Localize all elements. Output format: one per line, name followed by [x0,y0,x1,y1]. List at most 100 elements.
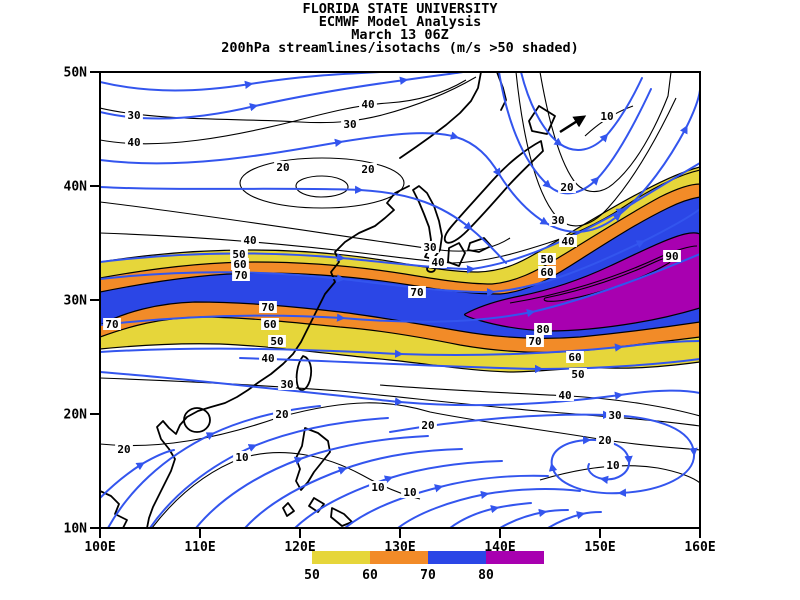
legend-value-label: 60 [362,568,378,583]
contour-label: 10 [403,486,416,499]
contour-label: 50 [571,368,584,381]
contour-label: 30 [423,241,436,254]
contour-label: 20 [275,408,288,421]
contour-label: 60 [233,258,246,271]
contour-label: 20 [421,419,434,432]
contour-label: 20 [117,443,130,456]
isotach-shading [100,166,700,373]
lat-tick-label: 40N [64,180,88,195]
contour-label: 70 [105,318,118,331]
contour-label: 60 [540,266,553,279]
title-line-1: FLORIDA STATE UNIVERSITY [302,1,498,17]
lat-tick-label: 20N [64,408,88,423]
contour-label-box [259,352,277,364]
contour-label: 70 [410,286,423,299]
latitude-axis: 50N 40N 30N 20N 10N [64,66,100,537]
legend-swatch [428,551,486,564]
legend-value-label: 70 [420,568,436,583]
lon-tick-label: 100E [84,540,115,555]
contour-label: 10 [371,481,384,494]
streamline [100,449,175,499]
lon-tick-label: 150E [584,540,615,555]
streamline [149,417,389,528]
coastline-honshu [443,140,544,244]
streamline [100,253,700,326]
streamline [397,488,581,528]
contour-label-box [429,256,447,268]
contour-label-box [534,323,552,335]
streamline-gyre [389,410,698,497]
contour-label: 50 [540,253,553,266]
contour-label: 80 [536,323,549,336]
contour-label-box [401,486,419,498]
streamline [294,460,503,528]
contour-label: 40 [243,234,256,247]
contour-label-box [230,248,248,260]
coastline-sakhalin [496,72,507,111]
map-canvas [100,72,700,528]
chart-title: FLORIDA STATE UNIVERSITY ECMWF Model Ana… [221,1,579,56]
isotach-contour-20-loop [239,157,405,209]
contour-label: 30 [551,214,564,227]
contour-label: 10 [235,451,248,464]
contour-label-box [549,214,567,226]
contour-label-box [419,419,437,431]
lat-tick-label: 10N [64,522,88,537]
coastline-indochina-corner [100,490,128,528]
contour-label-box [558,181,576,193]
contour-label: 40 [261,352,274,365]
streamline [547,511,602,528]
legend-value-label: 50 [304,568,320,583]
contour-label: 60 [568,351,581,364]
contour-label-box [598,110,616,122]
contour-label-box [569,368,587,380]
streamline [498,72,652,195]
contour-label-box [274,161,292,173]
legend-swatch [312,551,370,564]
contour-label: 70 [261,301,274,314]
shading-legend: 50 60 70 80 [304,551,544,583]
contour-label-box [606,409,624,421]
contour-label: 20 [560,181,573,194]
isotach-contour-20-inner-loop [295,175,349,198]
contour-label-box [526,335,544,347]
streamline [100,340,700,358]
lat-tick-label: 30N [64,294,88,309]
contour-label: 20 [276,161,289,174]
contour-label-box [241,234,259,246]
contour-label-box [556,389,574,401]
lon-tick-label: 160E [684,540,715,555]
streamline [499,508,569,528]
contour-label: 20 [361,163,374,176]
contour-label-box [231,258,249,270]
contour-label: 30 [343,118,356,131]
lon-tick-label: 120E [284,540,315,555]
contour-label: 20 [598,434,611,447]
contour-label-box [103,318,121,330]
contour-label-box [232,269,250,281]
contour-label: 50 [270,335,283,348]
contour-label-box [268,335,286,347]
contour-label: 10 [606,459,619,472]
title-line-3: March 13 06Z [351,27,449,43]
contour-label: 40 [431,256,444,269]
contour-label-box [125,109,143,121]
contour-label-box [359,98,377,110]
contour-label-box [566,351,584,363]
contour-label: 10 [600,110,613,123]
streamline [244,448,463,528]
contour-label: 70 [234,269,247,282]
coastline-taiwan [295,355,313,391]
contour-label-box [125,136,143,148]
coastline-philippine-island-1 [308,497,325,513]
contour-label-box [559,235,577,247]
contour-label-box [233,451,251,463]
contour-label-box [596,434,614,446]
streamline [449,502,532,528]
longitude-axis: 100E 110E 120E 130E 140E 150E 160E [84,528,716,555]
legend-swatch [370,551,428,564]
contour-label: 60 [263,318,276,331]
